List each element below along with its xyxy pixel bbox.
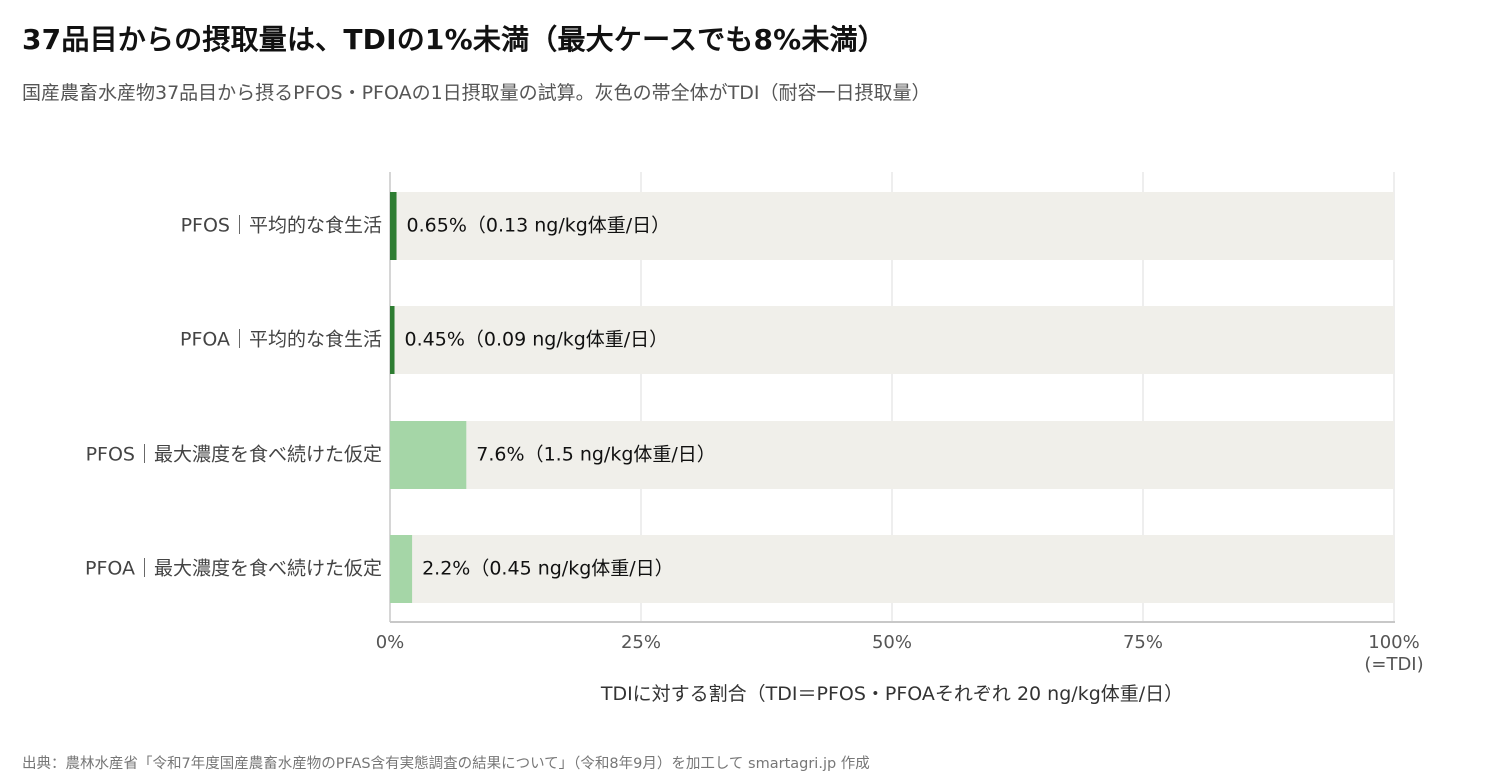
data-label: 0.45%（0.09 ng/kg体重/日） [405, 329, 669, 351]
x-tick-labels: 0% 25% 50% 75% 100%(=TDI) [376, 632, 1424, 675]
source-note: 出典：農林水産省「令和7年度国産農畜水産物のPFAS含有実態調査の結果について」… [22, 756, 870, 772]
x-tick-label: 0% [376, 632, 405, 653]
x-tick-sublabel: (=TDI) [1364, 654, 1423, 675]
data-label: 7.6%（1.5 ng/kg体重/日） [476, 444, 715, 466]
x-tick-label: 100% [1368, 632, 1419, 653]
x-axis-title: TDIに対する割合（TDI＝PFOS・PFOAそれぞれ 20 ng/kg体重/日… [600, 683, 1183, 705]
tdi-bands [390, 192, 1394, 603]
bar [390, 421, 467, 489]
category-label: PFOS｜最大濃度を食べ続けた仮定 [86, 444, 382, 466]
category-label: PFOA｜最大濃度を食べ続けた仮定 [85, 558, 382, 580]
category-label: PFOS｜平均的な食生活 [181, 215, 382, 237]
bar [390, 535, 413, 603]
data-label: 2.2%（0.45 ng/kg体重/日） [422, 558, 674, 580]
data-label: 0.65%（0.13 ng/kg体重/日） [407, 215, 671, 237]
tdi-band [390, 535, 1394, 603]
category-label: PFOA｜平均的な食生活 [180, 329, 382, 351]
bars [390, 192, 467, 603]
value-labels: 0.65%（0.13 ng/kg体重/日） 0.45%（0.09 ng/kg体重/… [405, 215, 716, 580]
tdi-band [390, 192, 1394, 260]
tdi-band [390, 306, 1394, 374]
tdi-band [390, 421, 1394, 489]
bar-chart: PFOS｜平均的な食生活 PFOA｜平均的な食生活 PFOS｜最大濃度を食べ続けた仮… [85, 172, 1424, 705]
x-tick-label: 50% [872, 632, 912, 653]
category-labels: PFOS｜平均的な食生活 PFOA｜平均的な食生活 PFOS｜最大濃度を食べ続けた仮… [85, 215, 382, 580]
bar [390, 306, 395, 374]
bar [390, 192, 397, 260]
x-tick-label: 75% [1123, 632, 1163, 653]
chart-title: 37品目からの摂取量は、TDIの1%未満（最大ケースでも8%未満） [22, 23, 887, 56]
chart-subtitle: 国産農畜水産物37品目から摂るPFOS・PFOAの1日摂取量の試算。灰色の帯全体… [22, 82, 931, 104]
x-tick-label: 25% [621, 632, 661, 653]
